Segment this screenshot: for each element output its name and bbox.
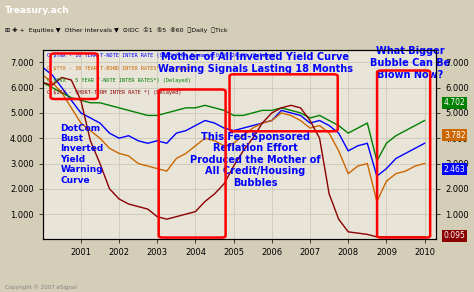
Text: What Bigger
Bubble Can Be
Blown Now?: What Bigger Bubble Can Be Blown Now? (370, 46, 451, 79)
Text: DotCom
Bust
Inverted
Yield
Warning
Curve: DotCom Bust Inverted Yield Warning Curve (60, 124, 104, 185)
Text: C,$TYX - 30 YEAR T-BOND INTER RATES*) (Delayed): C,$TYX - 30 YEAR T-BOND INTER RATES*) (D… (46, 66, 193, 71)
Text: 3.782: 3.782 (444, 131, 465, 140)
Text: Mother of All Inverted Yield Curve
Warning Signals Lasting 18 Months: Mother of All Inverted Yield Curve Warni… (158, 52, 353, 74)
Text: 0.095: 0.095 (444, 231, 466, 240)
Text: 2.463: 2.463 (444, 165, 465, 174)
Text: Treasury.ach: Treasury.ach (5, 6, 70, 15)
Text: C,$TNX - 10 YEAR T-NOTE INTER RATE (CBOE)*,M) Dynamic,0:00 24:00 (Delayed): C,$TNX - 10 YEAR T-NOTE INTER RATE (CBOE… (46, 53, 278, 58)
Text: C,$IRX - SHORT-TERM INTER RATE *) (Delayed): C,$IRX - SHORT-TERM INTER RATE *) (Delay… (46, 91, 181, 95)
Text: This Fed-Sponsored
Reflation Effort
Produced the Mother of
All Credit/Housing
Bu: This Fed-Sponsored Reflation Effort Prod… (190, 131, 320, 188)
Text: C,$FVX - 5 YEAR T-NOTE INTER RATES*) (Delayed): C,$FVX - 5 YEAR T-NOTE INTER RATES*) (De… (46, 78, 191, 83)
Text: 4.702: 4.702 (444, 98, 465, 107)
Text: ⊞ ✚ +  Equities ▼  Other Intervals ▼  ⊙IDC  ①1  ⑤5  ⑥60  ⓓDaily  ⓣTick: ⊞ ✚ + Equities ▼ Other Intervals ▼ ⊙IDC … (5, 28, 228, 34)
Text: Copyright © 2007 eSignal: Copyright © 2007 eSignal (5, 284, 77, 290)
